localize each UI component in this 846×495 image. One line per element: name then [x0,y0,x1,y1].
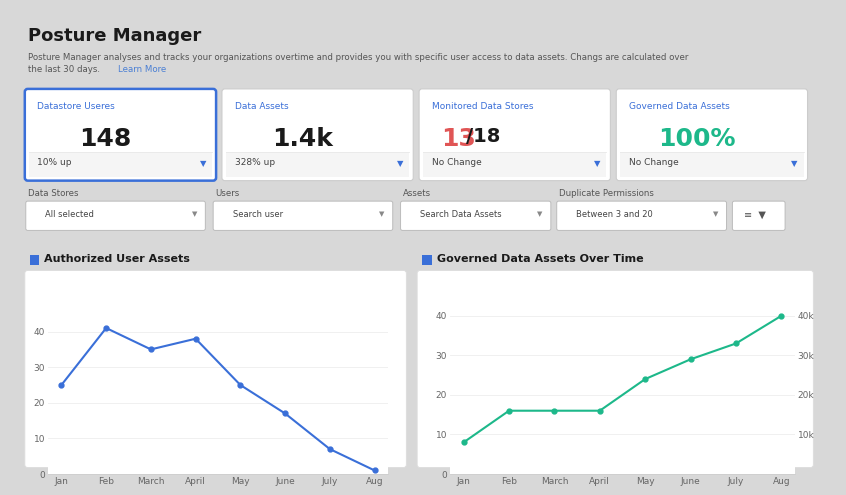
Text: Authorized User Assets: Authorized User Assets [44,254,190,264]
Text: Data Assets: Data Assets [234,101,288,110]
Text: 1.4k: 1.4k [272,127,333,151]
Text: Data Stores: Data Stores [28,190,78,198]
Bar [422,255,431,265]
Text: 100%: 100% [658,127,736,151]
Text: Governed Data Assets Over Time: Governed Data Assets Over Time [437,254,643,264]
Text: ▼: ▼ [791,159,798,168]
Text: 13: 13 [441,127,475,151]
FancyBboxPatch shape [213,201,393,230]
FancyBboxPatch shape [222,89,413,181]
Text: ▼: ▼ [397,159,404,168]
Text: 328% up: 328% up [234,158,275,167]
Bar [226,152,409,177]
Text: ▼: ▼ [537,211,542,217]
Text: Governed Data Assets: Governed Data Assets [629,101,730,110]
Text: Between 3 and 20: Between 3 and 20 [576,210,653,219]
Text: Search user: Search user [233,210,283,219]
Text: No Change: No Change [629,158,678,167]
Bar [29,152,212,177]
FancyBboxPatch shape [557,201,727,230]
Text: 10% up: 10% up [37,158,72,167]
Text: Posture Manager analyses and tracks your organizations overtime and provides you: Posture Manager analyses and tracks your… [28,53,688,62]
Text: All selected: All selected [46,210,94,219]
FancyBboxPatch shape [417,270,813,468]
Bar [423,152,607,177]
Text: /18: /18 [466,127,500,146]
Text: ▼: ▼ [200,159,206,168]
FancyBboxPatch shape [616,89,808,181]
Text: Posture Manager: Posture Manager [28,27,201,46]
FancyBboxPatch shape [400,201,551,230]
FancyBboxPatch shape [733,201,785,230]
Bar [620,152,804,177]
Text: Search Data Assets: Search Data Assets [420,210,502,219]
FancyBboxPatch shape [25,89,216,181]
Text: the last 30 days.: the last 30 days. [28,65,100,74]
Text: ▼: ▼ [379,211,384,217]
FancyBboxPatch shape [25,270,406,468]
Text: 148: 148 [80,127,132,151]
Bar [30,255,40,265]
Text: Duplicate Permissions: Duplicate Permissions [558,190,654,198]
Text: Assets: Assets [403,190,431,198]
Text: Learn More: Learn More [118,65,166,74]
Text: ▼: ▼ [192,211,197,217]
Text: ▼: ▼ [594,159,601,168]
Text: Users: Users [215,190,239,198]
Text: ▼: ▼ [713,211,718,217]
Text: ≡  ▼: ≡ ▼ [744,210,766,220]
Text: Monitored Data Stores: Monitored Data Stores [431,101,533,110]
FancyBboxPatch shape [419,89,611,181]
FancyBboxPatch shape [25,201,206,230]
Text: No Change: No Change [431,158,481,167]
Text: Datastore Useres: Datastore Useres [37,101,115,110]
